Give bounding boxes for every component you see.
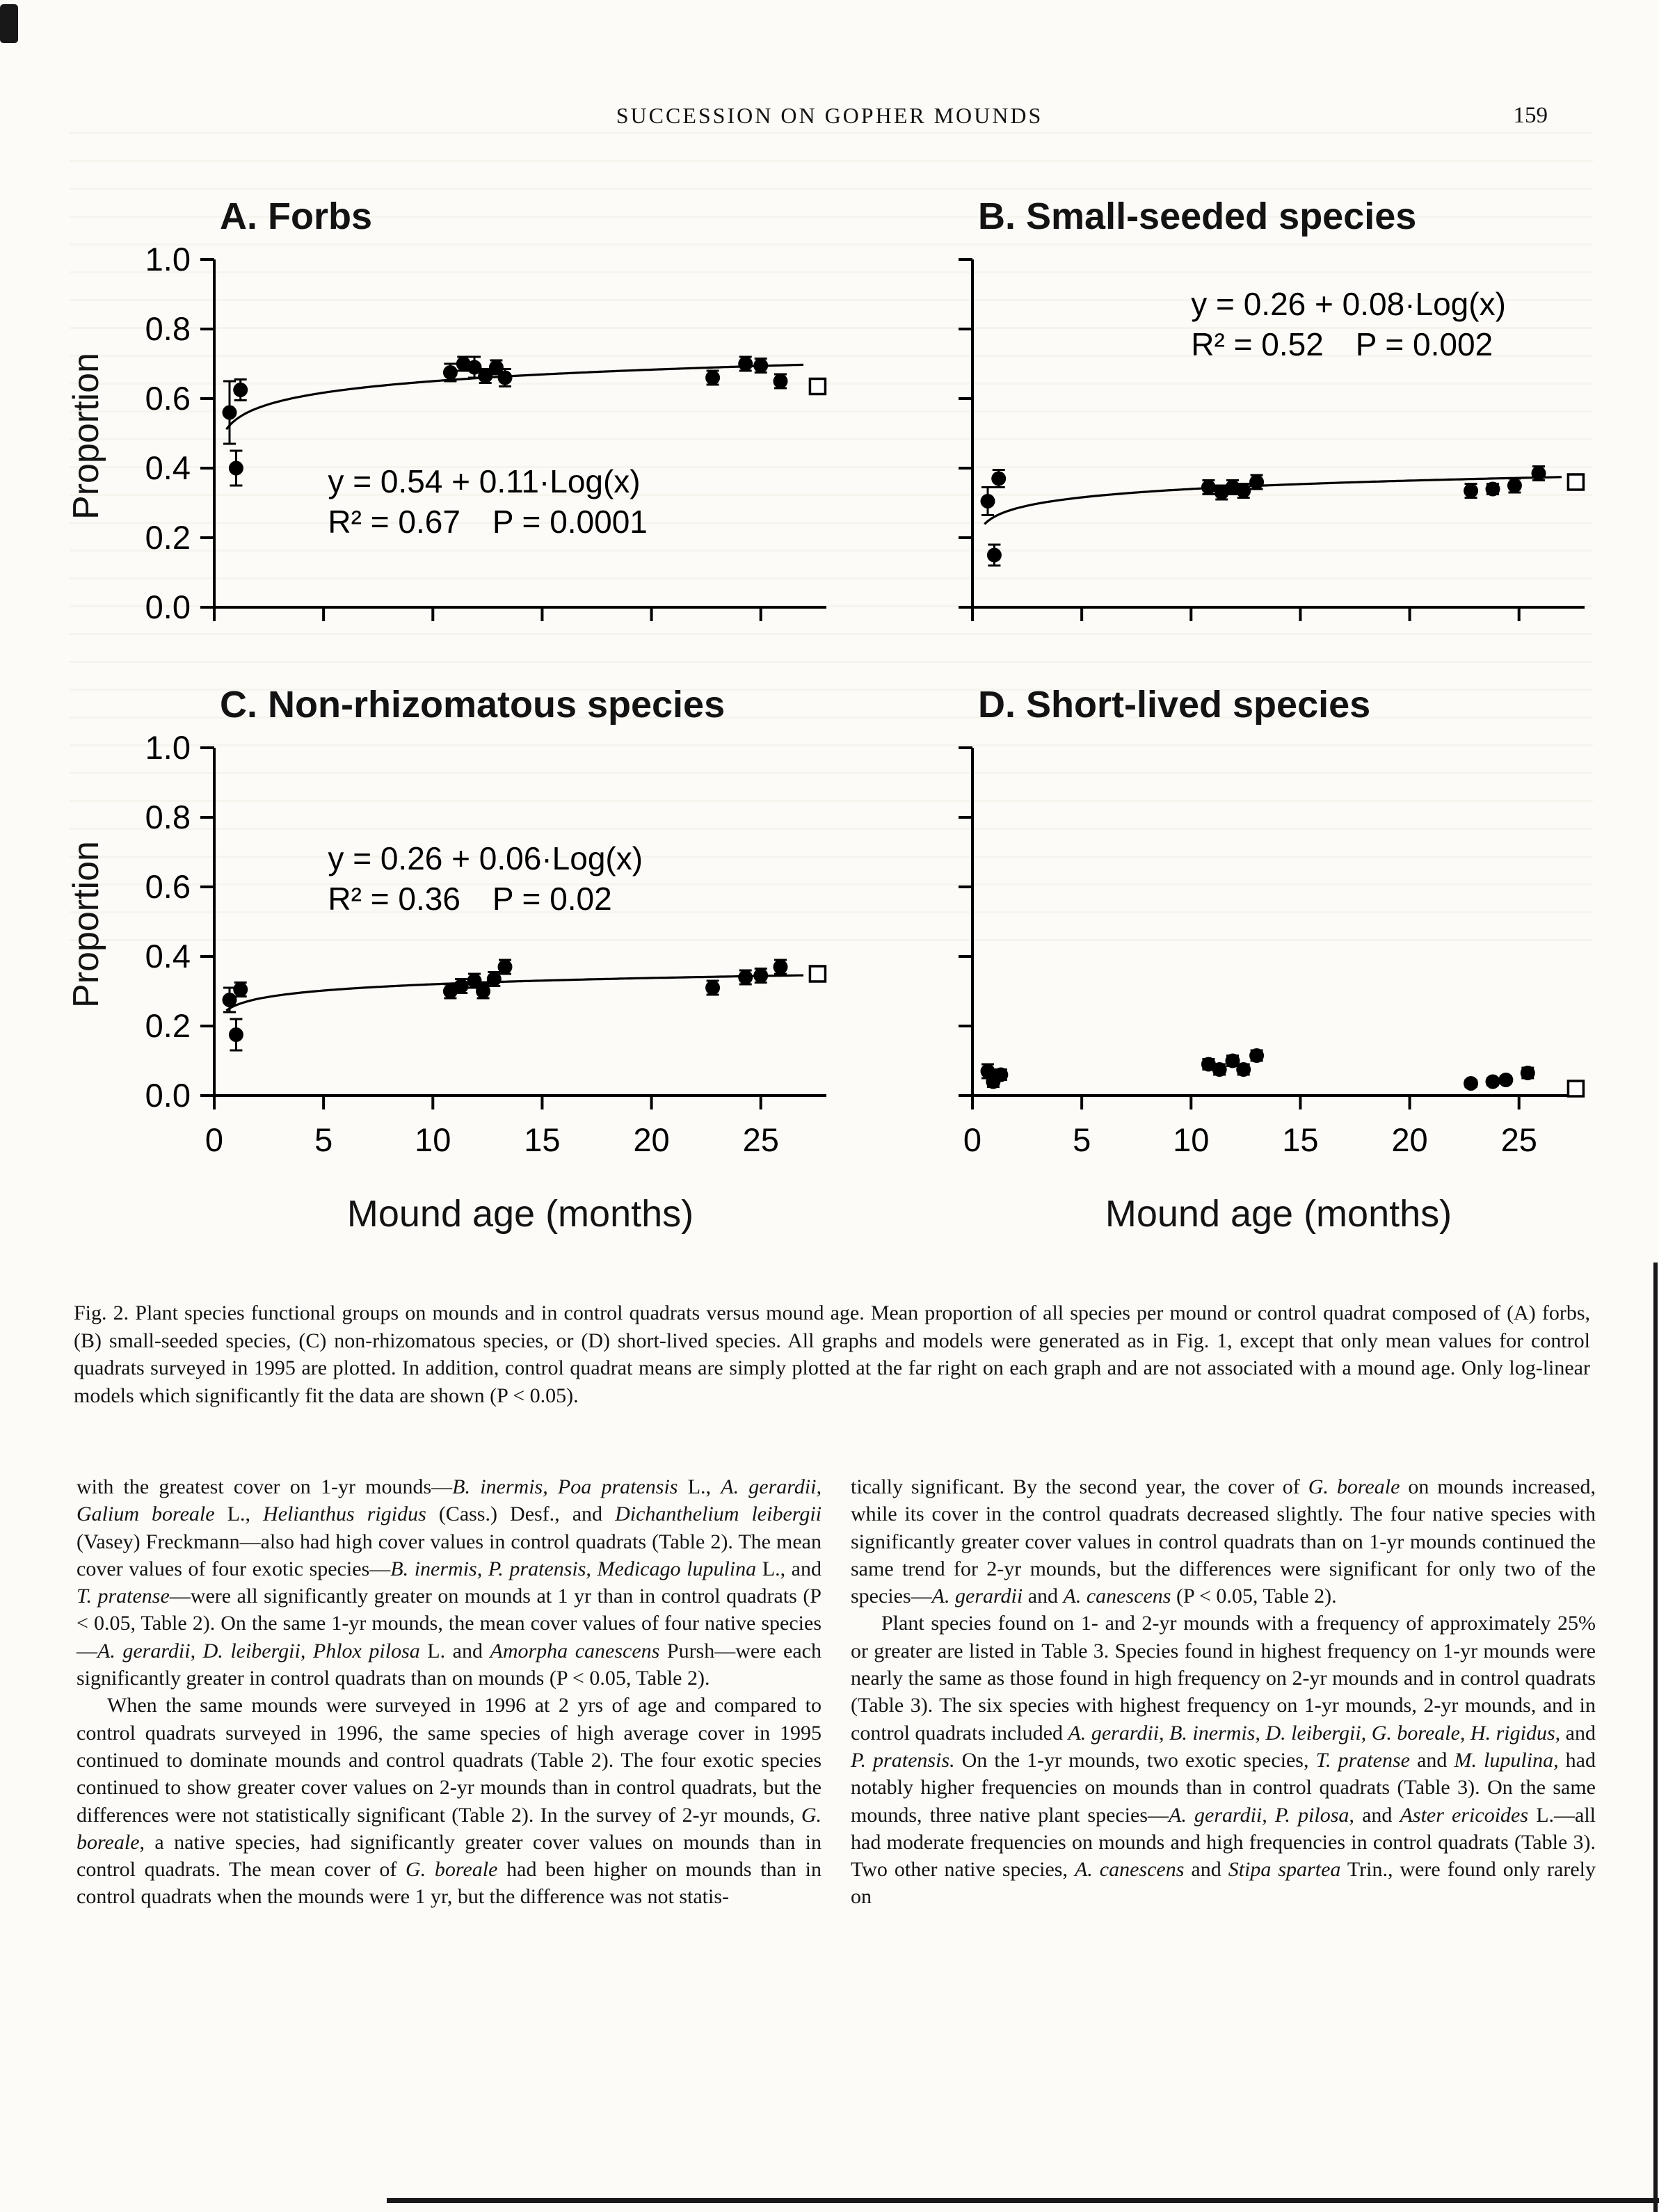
panel-small-seeded: B. Small-seeded species y = 0.26 + 0.08·… — [868, 195, 1605, 642]
panel-forbs: A. Forbs Proportion 0.0 0.2 0.4 0.6 0.8 1.0 y … — [66, 195, 847, 642]
panel-title-small-seeded: B. Small-seeded species — [978, 195, 1417, 237]
svg-text:0: 0 — [963, 1121, 981, 1158]
scatter-plot-forbs: 0.0 0.2 0.4 0.6 0.8 1.0 y = 0.54 + 0.11·Log(x)… — [145, 242, 827, 625]
scan-artifact — [387, 2198, 1659, 2203]
panel-title-short-lived: D. Short-lived species — [978, 684, 1371, 726]
svg-text:10: 10 — [415, 1121, 451, 1158]
page-header: SUCCESSION ON GOPHER MOUNDS 159 — [0, 103, 1659, 129]
svg-text:R² = 0.52 P = 0.002: R² = 0.52 P = 0.002 — [1191, 326, 1493, 362]
paragraph: When the same mounds were surveyed in 19… — [77, 1694, 822, 1909]
svg-text:25: 25 — [1501, 1121, 1537, 1158]
page-number: 159 — [1513, 103, 1548, 128]
svg-text:0.4: 0.4 — [145, 938, 191, 975]
svg-text:25: 25 — [743, 1121, 779, 1158]
scatter-plot-short-lived: 0 5 10 15 20 25 — [959, 746, 1585, 1158]
svg-text:0.6: 0.6 — [145, 868, 191, 905]
svg-text:1.0: 1.0 — [145, 242, 191, 278]
svg-text:0.4: 0.4 — [145, 449, 191, 486]
svg-text:0.8: 0.8 — [145, 799, 191, 835]
y-axis-title: Proportion — [66, 353, 106, 520]
y-axis-title: Proportion — [66, 841, 106, 1008]
svg-text:R² = 0.67 P = 0.0001: R² = 0.67 P = 0.0001 — [328, 504, 647, 540]
svg-text:0: 0 — [205, 1121, 223, 1158]
svg-text:y = 0.26 + 0.06·Log(x): y = 0.26 + 0.06·Log(x) — [328, 840, 643, 876]
svg-text:0.8: 0.8 — [145, 310, 191, 347]
svg-text:R² = 0.36 P = 0.02: R² = 0.36 P = 0.02 — [328, 881, 611, 917]
paragraph: with the greatest cover on 1-yr mounds—B… — [77, 1475, 822, 1690]
svg-text:5: 5 — [1073, 1121, 1091, 1158]
svg-text:20: 20 — [1391, 1121, 1427, 1158]
scatter-plot-small-seeded: y = 0.26 + 0.08·Log(x) R² = 0.52 P = 0.00… — [959, 258, 1585, 621]
panel-title-non-rhizomatous: C. Non-rhizomatous species — [220, 684, 726, 726]
svg-text:15: 15 — [1282, 1121, 1318, 1158]
panel-non-rhizomatous: C. Non-rhizomatous species Proportion 0.… — [66, 683, 847, 1235]
body-text: with the greatest cover on 1-yr mounds—B… — [77, 1473, 1596, 1911]
body-column-right: tically significant. By the second year,… — [851, 1473, 1596, 1911]
svg-text:0.0: 0.0 — [145, 1077, 191, 1114]
svg-text:1.0: 1.0 — [145, 730, 191, 766]
paragraph: tically significant. By the second year,… — [851, 1475, 1596, 1608]
scan-artifact — [1653, 1263, 1658, 2212]
body-column-left: with the greatest cover on 1-yr mounds—B… — [77, 1473, 822, 1911]
svg-text:y = 0.54 + 0.11·Log(x): y = 0.54 + 0.11·Log(x) — [328, 463, 640, 499]
panel-title-forbs: A. Forbs — [220, 195, 373, 237]
scan-artifact — [0, 4, 18, 43]
figure-caption: Fig. 2. Plant species functional groups … — [74, 1301, 1590, 1407]
panel-short-lived: D. Short-lived species 0 5 10 15 20 25 Mound … — [868, 683, 1605, 1235]
svg-text:5: 5 — [314, 1121, 332, 1158]
svg-text:0.0: 0.0 — [145, 588, 191, 625]
running-title: SUCCESSION ON GOPHER MOUNDS — [616, 103, 1043, 128]
svg-text:20: 20 — [633, 1121, 669, 1158]
svg-text:0.2: 0.2 — [145, 519, 191, 556]
svg-text:y = 0.26 + 0.08·Log(x): y = 0.26 + 0.08·Log(x) — [1191, 286, 1506, 322]
svg-text:0.6: 0.6 — [145, 380, 191, 417]
svg-text:15: 15 — [524, 1121, 560, 1158]
svg-text:10: 10 — [1173, 1121, 1209, 1158]
scatter-plot-non-rhizomatous: 0.0 0.2 0.4 0.6 0.8 1.0 0 5 10 15 20 25 y = 0.26 + 0… — [145, 730, 827, 1158]
x-axis-title: Mound age (months) — [346, 1193, 694, 1235]
x-axis-title: Mound age (months) — [1105, 1193, 1452, 1235]
svg-text:0.2: 0.2 — [145, 1007, 191, 1044]
paragraph: Plant species found on 1- and 2-yr mound… — [851, 1612, 1596, 1909]
figure-2: A. Forbs Proportion 0.0 0.2 0.4 0.6 0.8 1.0 y … — [66, 132, 1600, 1297]
